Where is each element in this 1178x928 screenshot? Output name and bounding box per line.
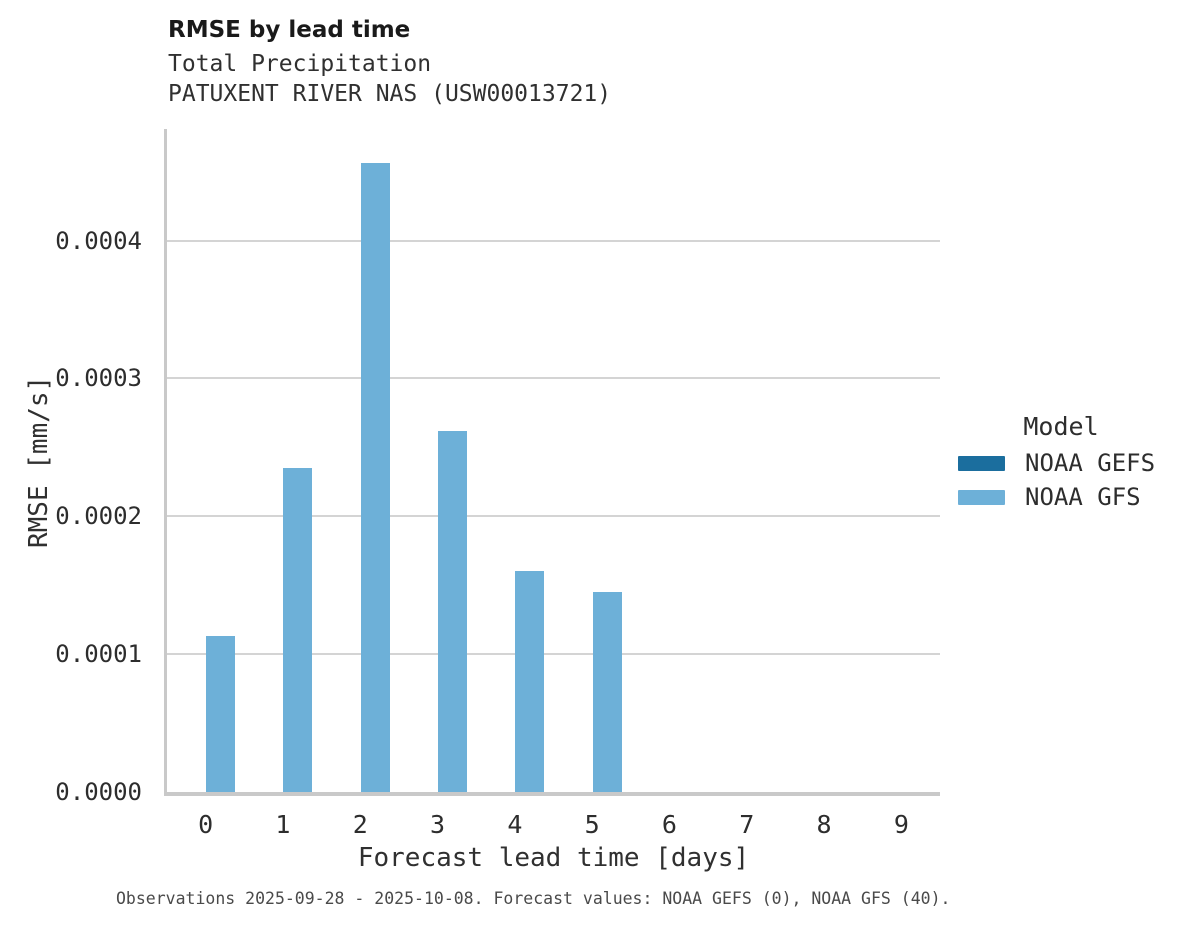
x-tick-label: 3 xyxy=(430,810,446,839)
x-tick-label: 4 xyxy=(507,810,523,839)
x-tick-label: 2 xyxy=(352,810,368,839)
x-axis-line xyxy=(164,792,940,796)
bar-noaa-gfs-lead-3 xyxy=(438,430,468,792)
x-tick-label: 6 xyxy=(661,810,677,839)
legend-title: Model xyxy=(1023,412,1099,441)
chart-subtitle-variable: Total Precipitation xyxy=(168,51,432,77)
bar-noaa-gfs-lead-0 xyxy=(206,636,236,792)
gridline xyxy=(167,239,940,242)
bar-noaa-gfs-lead-1 xyxy=(283,468,313,792)
bar-noaa-gfs-lead-5 xyxy=(592,592,622,792)
x-axis-label: Forecast lead time [days] xyxy=(357,843,750,873)
bar-noaa-gfs-lead-2 xyxy=(360,163,390,792)
x-tick-label: 8 xyxy=(816,810,832,839)
y-axis-line xyxy=(164,129,167,796)
chart-subtitle-station: PATUXENT RIVER NAS (USW00013721) xyxy=(168,81,612,107)
gridline xyxy=(167,377,940,380)
legend-label-noaa-gfs: NOAA GFS xyxy=(1025,483,1141,511)
chart-title: RMSE by lead time xyxy=(168,17,411,43)
gridline xyxy=(167,653,940,656)
legend-entry-noaa-gefs: NOAA GEFS xyxy=(958,449,1155,477)
figure-caption: Observations 2025-09-28 - 2025-10-08. Fo… xyxy=(116,889,951,908)
gridline xyxy=(167,515,940,518)
x-tick-label: 9 xyxy=(893,810,909,839)
legend-label-noaa-gefs: NOAA GEFS xyxy=(1025,449,1156,477)
y-tick-label: 0.0004 xyxy=(55,226,142,255)
bar-noaa-gfs-lead-4 xyxy=(515,571,545,792)
x-tick-label: 5 xyxy=(584,810,600,839)
legend-entry-noaa-gfs: NOAA GFS xyxy=(958,483,1141,511)
x-tick-label: 1 xyxy=(275,810,291,839)
y-tick-label: 0.0001 xyxy=(55,640,142,669)
y-tick-label: 0.0000 xyxy=(55,778,142,806)
legend-swatch-noaa-gfs xyxy=(958,489,1005,505)
x-tick-label: 0 xyxy=(198,810,214,839)
legend-swatch-noaa-gefs xyxy=(958,455,1005,471)
y-tick-label: 0.0002 xyxy=(55,502,142,531)
x-tick-label: 7 xyxy=(739,810,755,839)
y-tick-label: 0.0003 xyxy=(55,364,142,393)
